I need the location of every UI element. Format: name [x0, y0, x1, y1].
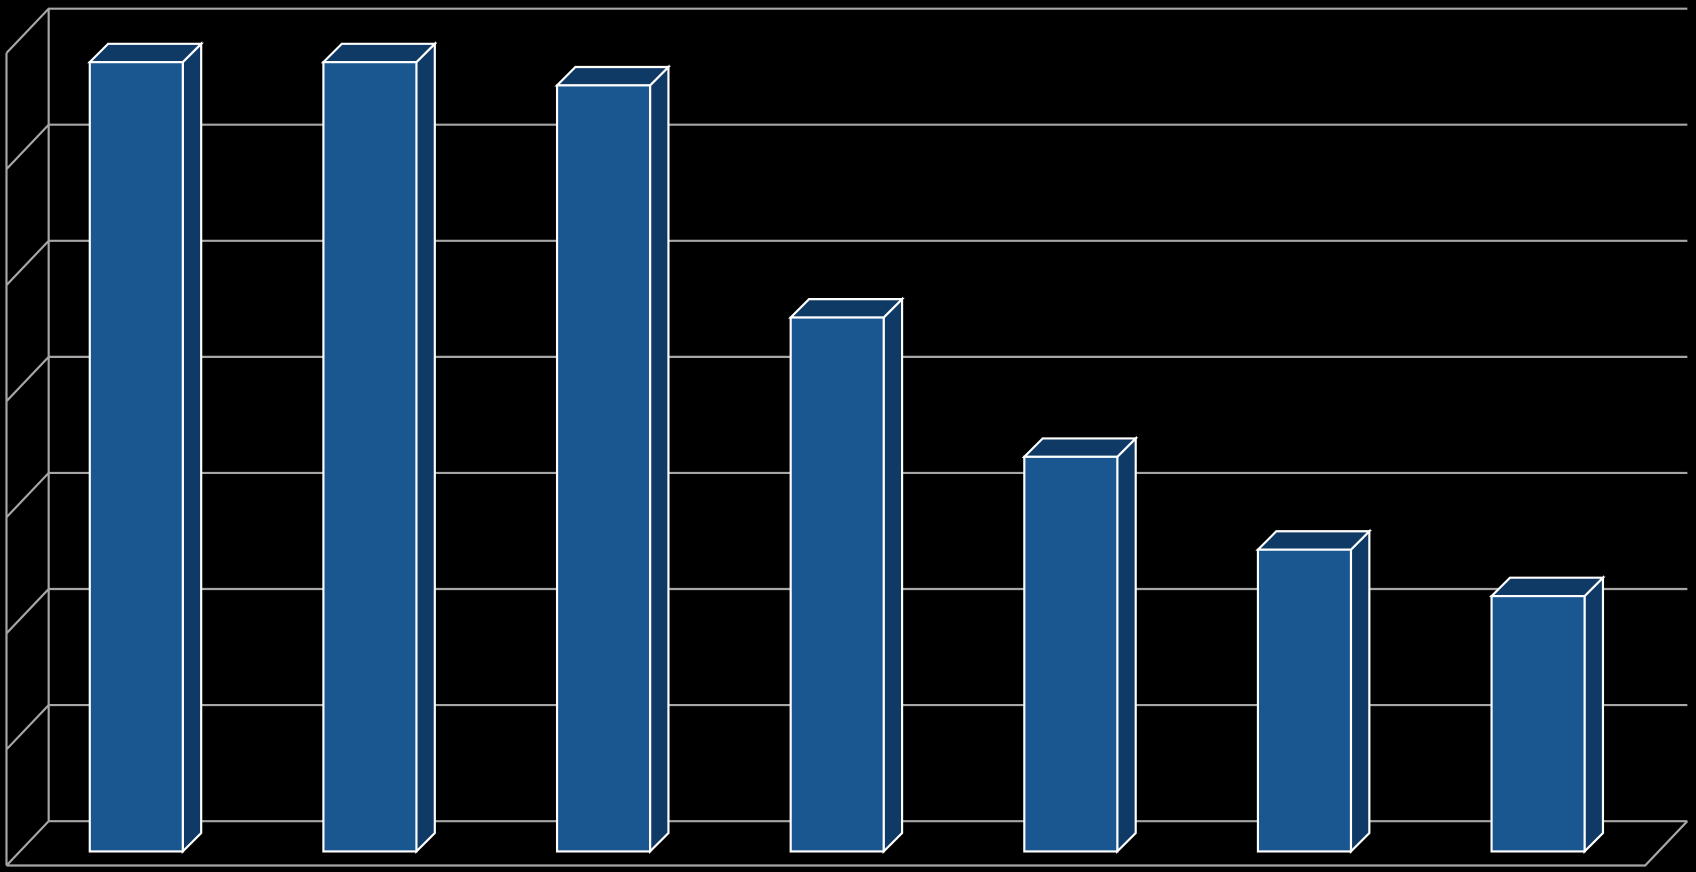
bar [1256, 548, 1353, 853]
bar-top [87, 42, 204, 64]
bar [88, 61, 184, 853]
bar-side [181, 41, 203, 855]
bar-side [1116, 435, 1137, 855]
bar [1023, 455, 1119, 853]
bar-side [882, 296, 904, 855]
grid-line [5, 7, 1688, 54]
grid-line [5, 703, 1688, 751]
bar-top [1488, 576, 1606, 598]
floor-edge [6, 820, 1689, 867]
bar-top [788, 298, 905, 319]
bar-side [1583, 575, 1605, 855]
bar-top [1021, 437, 1139, 458]
grid-line [5, 123, 1688, 170]
bar-top [320, 42, 438, 64]
grid-line [5, 587, 1688, 635]
grid-line [5, 239, 1688, 286]
bar-side [415, 41, 436, 855]
grid-line [5, 820, 1688, 867]
bar-side [648, 64, 670, 855]
bar-side [1349, 528, 1371, 855]
bar-top [554, 65, 672, 87]
grid-line [5, 355, 1688, 402]
bar [789, 316, 885, 853]
grid-line [5, 471, 1688, 519]
bar [555, 84, 652, 853]
bar-top [1255, 530, 1372, 551]
bar [322, 61, 418, 853]
bar [1490, 595, 1586, 853]
